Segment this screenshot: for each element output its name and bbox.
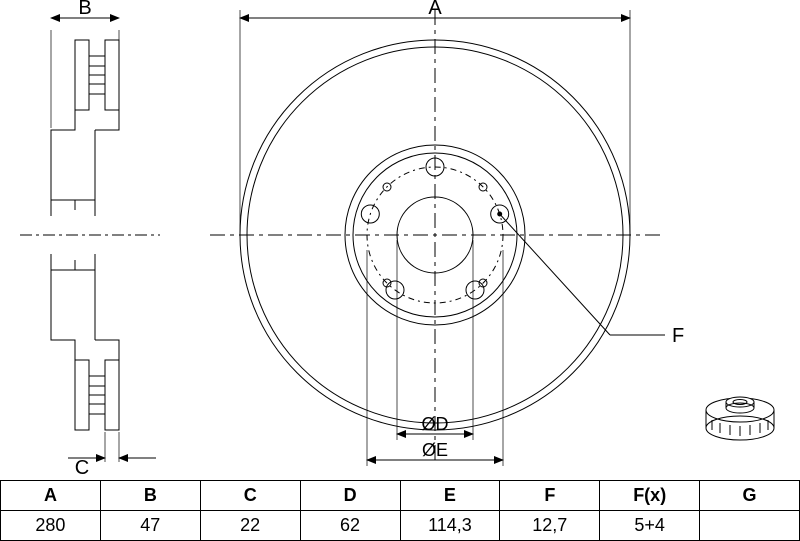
technical-drawing: B C <box>0 0 800 480</box>
col-header: G <box>700 481 800 511</box>
cell: 22 <box>200 511 300 541</box>
drawing-svg: B C <box>0 0 800 480</box>
table-header-row: A B C D E F F(x) G <box>1 481 800 511</box>
cell: 5+4 <box>600 511 700 541</box>
dimension-table: A B C D E F F(x) G 280 47 22 62 114,3 12… <box>0 480 800 541</box>
dim-label-b: B <box>78 0 91 19</box>
iso-view-icon <box>706 397 774 440</box>
col-header: F(x) <box>600 481 700 511</box>
cell: 47 <box>100 511 200 541</box>
front-view: A ØD ØE F <box>210 0 684 466</box>
cell: 12,7 <box>500 511 600 541</box>
col-header: C <box>200 481 300 511</box>
col-header: B <box>100 481 200 511</box>
dim-label-e: ØE <box>422 440 448 460</box>
side-view: B C <box>20 0 160 479</box>
dim-label-c: C <box>75 457 89 479</box>
cell: 280 <box>1 511 101 541</box>
dim-label-a: A <box>428 0 442 19</box>
cell <box>700 511 800 541</box>
col-header: A <box>1 481 101 511</box>
col-header: F <box>500 481 600 511</box>
dim-label-f: F <box>672 325 684 347</box>
dim-label-d: ØD <box>422 414 449 434</box>
table-row: 280 47 22 62 114,3 12,7 5+4 <box>1 511 800 541</box>
col-header: D <box>300 481 400 511</box>
col-header: E <box>400 481 500 511</box>
cell: 62 <box>300 511 400 541</box>
cell: 114,3 <box>400 511 500 541</box>
